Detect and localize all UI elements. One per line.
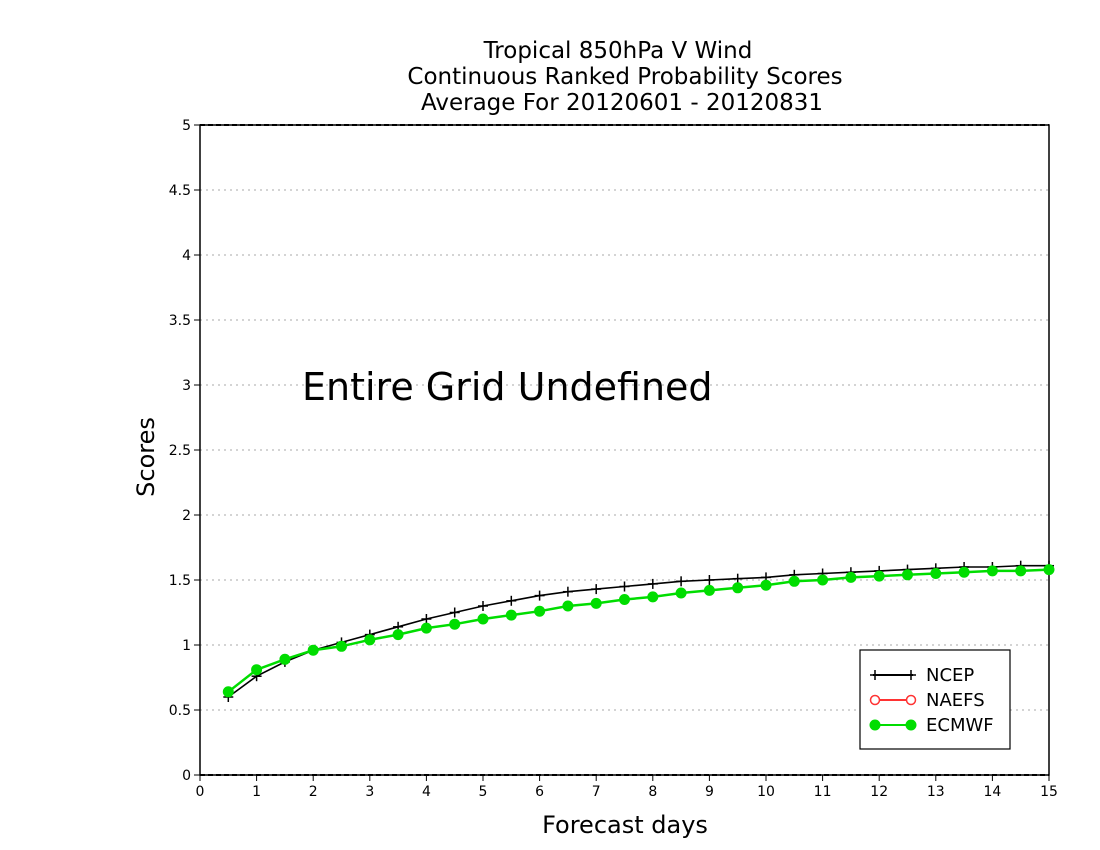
ecmwf-point-28 bbox=[1015, 565, 1027, 577]
ncep-point-15 bbox=[647, 578, 658, 589]
y-tick-label-9: 4.5 bbox=[169, 183, 191, 199]
ecmwf-point-17 bbox=[703, 584, 715, 596]
ecmwf-point-25 bbox=[930, 568, 942, 579]
y-tick-label-8: 4 bbox=[182, 248, 191, 264]
axes bbox=[194, 124, 1050, 781]
ncep-point-12 bbox=[562, 586, 573, 597]
ncep-point-17 bbox=[704, 575, 715, 585]
ncep-point-18 bbox=[732, 573, 743, 584]
x-tick-label-6: 6 bbox=[535, 784, 544, 800]
legend-marker-left-ecmwf bbox=[869, 719, 881, 731]
x-tick-label-5: 5 bbox=[479, 784, 488, 800]
y-tick-label-5: 2.5 bbox=[169, 443, 191, 459]
y-tick-labels: 0 0.5 1 1.5 2 2.5 3 3.5 4 4.5 5 bbox=[169, 118, 191, 784]
x-tick-label-13: 13 bbox=[927, 784, 945, 800]
x-tick-label-14: 14 bbox=[983, 784, 1001, 800]
ecmwf-point-1 bbox=[251, 664, 263, 676]
ncep-point-7 bbox=[421, 614, 432, 624]
ecmwf-point-8 bbox=[449, 618, 461, 630]
ecmwf-point-29 bbox=[1043, 564, 1055, 576]
y-axis-title: Scores bbox=[132, 417, 160, 497]
ecmwf-point-13 bbox=[590, 597, 602, 609]
y-tick-label-0: 0 bbox=[182, 768, 191, 784]
chart-legend: NCEP NAEFS ECMWF bbox=[859, 649, 1011, 750]
ecmwf-point-23 bbox=[873, 570, 885, 582]
y-tick-label-2: 1 bbox=[182, 638, 191, 654]
y-tick-label-4: 2 bbox=[182, 508, 191, 524]
ncep-point-9 bbox=[478, 601, 488, 611]
chart-title: Tropical 850hPa V Wind Continuous Ranked… bbox=[407, 38, 842, 116]
y-tick-label-7: 3.5 bbox=[169, 313, 191, 329]
ecmwf-point-14 bbox=[619, 594, 630, 605]
ecmwf-point-22 bbox=[845, 571, 857, 583]
ncep-point-11 bbox=[534, 590, 545, 601]
legend-label-naefs: NAEFS bbox=[926, 690, 985, 711]
ecmwf-point-5 bbox=[364, 634, 376, 646]
ecmwf-point-2 bbox=[279, 653, 291, 665]
ecmwf-point-27 bbox=[986, 565, 998, 577]
x-tick-label-12: 12 bbox=[870, 784, 888, 800]
legend-label-ncep: NCEP bbox=[926, 665, 974, 686]
ecmwf-point-20 bbox=[788, 575, 800, 587]
chart-title-line-1: Tropical 850hPa V Wind bbox=[483, 38, 753, 64]
ecmwf-point-26 bbox=[958, 566, 970, 578]
y-tick-label-3: 1.5 bbox=[169, 573, 191, 589]
legend-marker-left-ncep bbox=[870, 670, 880, 680]
x-tick-label-10: 10 bbox=[757, 784, 775, 800]
x-tick-label-11: 11 bbox=[814, 784, 832, 800]
legend-item-ncep: NCEP bbox=[870, 665, 974, 686]
ecmwf-point-16 bbox=[675, 587, 687, 599]
ncep-point-16 bbox=[676, 576, 687, 587]
x-tick-labels: 0 1 2 3 4 5 6 7 8 9 10 11 12 13 14 15 bbox=[196, 784, 1058, 800]
ecmwf-point-15 bbox=[647, 591, 659, 603]
x-tick-label-8: 8 bbox=[648, 784, 657, 800]
x-axis-title: Forecast days bbox=[542, 811, 708, 839]
legend-marker-left-naefs bbox=[869, 694, 881, 706]
x-tick-label-1: 1 bbox=[252, 784, 261, 800]
y-tick-label-10: 5 bbox=[182, 118, 191, 134]
ecmwf-point-24 bbox=[902, 569, 913, 581]
ecmwf-point-0 bbox=[222, 686, 234, 698]
ecmwf-point-6 bbox=[392, 629, 404, 641]
ncep-point-13 bbox=[591, 584, 602, 595]
ecmwf-point-12 bbox=[562, 600, 574, 612]
legend-item-naefs: NAEFS bbox=[869, 690, 985, 711]
x-tick-label-0: 0 bbox=[196, 784, 205, 800]
x-tick-label-7: 7 bbox=[592, 784, 601, 800]
ecmwf-point-4 bbox=[336, 640, 347, 652]
ecmwf-point-10 bbox=[505, 609, 517, 621]
x-tick-label-2: 2 bbox=[309, 784, 318, 800]
ecmwf-point-19 bbox=[760, 579, 772, 591]
x-tick-label-4: 4 bbox=[422, 784, 431, 800]
ecmwf-point-7 bbox=[420, 622, 432, 634]
ecmwf-point-18 bbox=[732, 582, 744, 594]
y-tick-label-6: 3 bbox=[182, 378, 191, 394]
chart-title-line-3: Average For 20120601 - 20120831 bbox=[421, 90, 823, 116]
legend-marker-right-ecmwf bbox=[905, 719, 917, 731]
ecmwf-point-11 bbox=[534, 605, 546, 617]
ecmwf-point-3 bbox=[307, 644, 319, 656]
x-tick-label-3: 3 bbox=[365, 784, 374, 800]
ecmwf-point-9 bbox=[477, 613, 489, 625]
ncep-point-10 bbox=[506, 595, 517, 606]
grid-lines bbox=[200, 189, 1049, 711]
legend-marker-right-ncep bbox=[906, 670, 916, 680]
chart-title-line-2: Continuous Ranked Probability Scores bbox=[407, 64, 842, 90]
legend-label-ecmwf: ECMWF bbox=[926, 715, 994, 736]
legend-marker-right-naefs bbox=[905, 694, 917, 706]
x-tick-label-15: 15 bbox=[1040, 784, 1058, 800]
x-tick-label-9: 9 bbox=[705, 784, 714, 800]
data-series bbox=[222, 560, 1055, 702]
legend-item-ecmwf: ECMWF bbox=[869, 715, 994, 736]
undefined-grid-annotation: Entire Grid Undefined bbox=[302, 365, 713, 409]
ncep-point-14 bbox=[619, 581, 630, 592]
y-tick-label-1: 0.5 bbox=[169, 703, 191, 719]
series-ecmwf bbox=[222, 564, 1055, 698]
ncep-point-8 bbox=[449, 607, 460, 618]
ecmwf-point-21 bbox=[817, 574, 829, 586]
